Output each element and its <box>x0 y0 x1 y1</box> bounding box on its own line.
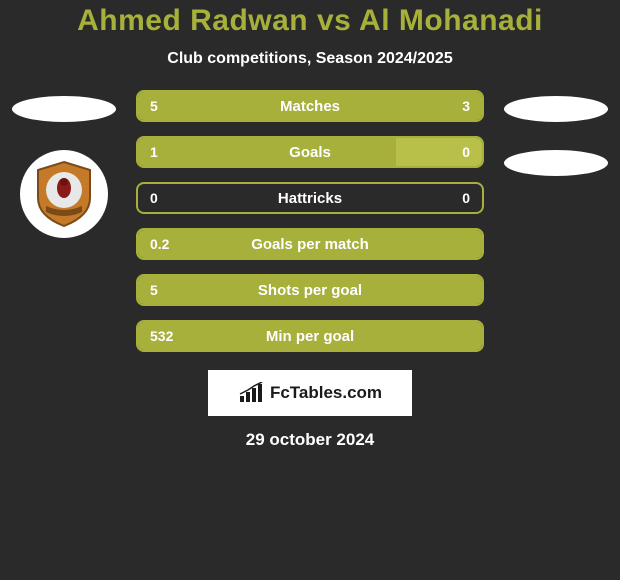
stat-value-right: 3 <box>462 98 470 114</box>
stat-label: Matches <box>138 98 482 115</box>
chart-icon <box>238 382 266 404</box>
source-logo: FcTables.com <box>208 370 412 416</box>
stat-label: Min per goal <box>138 328 482 345</box>
stat-bar-shots-per-goal: Shots per goal5 <box>136 274 484 306</box>
stat-label: Hattricks <box>138 190 482 207</box>
stat-value-left: 5 <box>150 98 158 114</box>
stat-bar-hattricks: Hattricks0 0 <box>136 182 484 214</box>
stat-value-left: 5 <box>150 282 158 298</box>
club-shield-icon <box>32 160 96 228</box>
stat-bar-matches: Matches5 3 <box>136 90 484 122</box>
stat-value-left: 1 <box>150 144 158 160</box>
source-logo-text: FcTables.com <box>270 383 382 403</box>
date-label: 29 october 2024 <box>0 430 620 450</box>
stat-bar-goals-per-match: Goals per match0.2 <box>136 228 484 260</box>
stat-label: Goals <box>138 144 482 161</box>
right-side-column <box>500 90 612 176</box>
player1-club-badge <box>20 150 108 238</box>
stat-label: Shots per goal <box>138 282 482 299</box>
player2-club-placeholder <box>504 150 608 176</box>
stat-value-right: 0 <box>462 144 470 160</box>
stats-column: Matches53Goals10Hattricks00Goals per mat… <box>136 90 484 352</box>
stat-label: Goals per match <box>138 236 482 253</box>
player1-flag-placeholder <box>12 96 116 122</box>
left-side-column <box>8 90 120 238</box>
stat-bar-min-per-goal: Min per goal532 <box>136 320 484 352</box>
subtitle: Club competitions, Season 2024/2025 <box>0 50 620 68</box>
player2-flag-placeholder <box>504 96 608 122</box>
stat-value-left: 0.2 <box>150 236 169 252</box>
stat-bar-goals: Goals1 0 <box>136 136 484 168</box>
stat-value-left: 532 <box>150 328 173 344</box>
stat-value-left: 0 <box>150 190 158 206</box>
page-title: Ahmed Radwan vs Al Mohanadi <box>0 4 620 38</box>
stat-value-right: 0 <box>462 190 470 206</box>
